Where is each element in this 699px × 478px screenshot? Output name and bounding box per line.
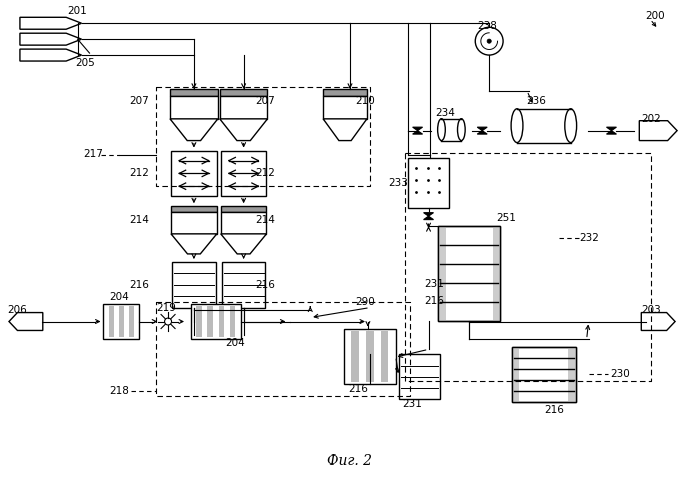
Bar	[408, 159, 449, 208]
Circle shape	[475, 27, 503, 55]
Text: Фиг. 2: Фиг. 2	[328, 454, 373, 467]
Bar	[108, 305, 114, 337]
Polygon shape	[412, 130, 423, 134]
Polygon shape	[607, 127, 617, 130]
Bar	[196, 305, 202, 337]
Bar	[512, 348, 576, 402]
Bar	[221, 206, 266, 212]
Polygon shape	[323, 119, 367, 141]
Text: 204: 204	[226, 338, 245, 348]
Text: 290: 290	[355, 297, 375, 306]
Bar	[323, 96, 367, 119]
Bar	[438, 226, 500, 321]
Text: 203: 203	[641, 304, 661, 315]
Bar	[170, 89, 218, 96]
Polygon shape	[424, 216, 433, 219]
Bar	[171, 151, 217, 196]
Text: 216: 216	[348, 384, 368, 394]
Text: 231: 231	[424, 279, 445, 289]
Polygon shape	[221, 234, 266, 254]
Polygon shape	[477, 127, 487, 130]
Polygon shape	[477, 130, 487, 134]
Bar	[323, 89, 367, 96]
Polygon shape	[424, 213, 433, 216]
Bar	[129, 305, 134, 337]
Polygon shape	[171, 234, 217, 254]
Polygon shape	[20, 33, 82, 45]
Text: 238: 238	[477, 21, 497, 31]
Bar	[438, 226, 500, 321]
Ellipse shape	[565, 109, 577, 142]
Bar	[171, 206, 217, 212]
Text: 200: 200	[645, 11, 665, 22]
Text: 205: 205	[75, 58, 95, 68]
Text: 216: 216	[544, 405, 563, 415]
Bar	[438, 226, 446, 321]
Bar	[442, 119, 461, 141]
Text: 231: 231	[403, 399, 423, 409]
Polygon shape	[641, 313, 675, 330]
Polygon shape	[20, 49, 82, 61]
Text: 207: 207	[129, 96, 149, 106]
Text: 216: 216	[129, 280, 149, 290]
Polygon shape	[607, 130, 617, 134]
Polygon shape	[170, 119, 218, 141]
Text: 207: 207	[256, 96, 275, 106]
Bar	[171, 212, 217, 234]
Bar	[219, 89, 268, 96]
Bar	[366, 331, 373, 382]
Text: 232: 232	[579, 233, 600, 243]
Text: 218: 218	[110, 386, 129, 396]
Text: 216: 216	[256, 280, 275, 290]
Bar	[191, 304, 240, 339]
Polygon shape	[20, 17, 82, 29]
Bar	[493, 226, 500, 321]
Bar	[398, 354, 440, 399]
Bar	[344, 329, 396, 384]
Text: 216: 216	[424, 295, 445, 305]
Text: 234: 234	[435, 108, 455, 118]
Bar	[517, 109, 570, 142]
Bar	[352, 331, 359, 382]
Text: 233: 233	[388, 178, 408, 188]
Polygon shape	[412, 127, 423, 130]
Bar	[221, 151, 266, 196]
Text: 204: 204	[110, 292, 129, 302]
Bar	[568, 348, 576, 402]
Text: 251: 251	[496, 213, 516, 223]
Bar	[512, 348, 576, 402]
Bar	[219, 96, 268, 119]
Text: 212: 212	[129, 168, 149, 178]
Ellipse shape	[458, 119, 465, 141]
Ellipse shape	[511, 109, 523, 142]
Circle shape	[487, 39, 491, 43]
Bar	[170, 96, 218, 119]
Text: 230: 230	[610, 369, 630, 379]
Bar	[103, 304, 139, 339]
Bar	[229, 305, 235, 337]
Ellipse shape	[438, 119, 445, 141]
Text: 214: 214	[129, 215, 149, 225]
Text: 219: 219	[156, 303, 176, 313]
Bar	[222, 262, 266, 308]
Bar	[119, 305, 124, 337]
Circle shape	[164, 318, 171, 325]
Bar	[381, 331, 389, 382]
Text: 212: 212	[256, 168, 275, 178]
Text: 206: 206	[7, 304, 27, 315]
Polygon shape	[640, 120, 677, 141]
Text: 214: 214	[256, 215, 275, 225]
Text: 217: 217	[84, 150, 103, 160]
Text: 236: 236	[526, 96, 546, 106]
Bar	[512, 348, 519, 402]
Text: 202: 202	[641, 114, 661, 124]
Bar	[221, 212, 266, 234]
Text: 210: 210	[355, 96, 375, 106]
Bar	[208, 305, 213, 337]
Bar	[172, 262, 216, 308]
Polygon shape	[219, 119, 268, 141]
Polygon shape	[9, 313, 43, 330]
Bar	[219, 305, 224, 337]
Text: 201: 201	[68, 6, 87, 16]
